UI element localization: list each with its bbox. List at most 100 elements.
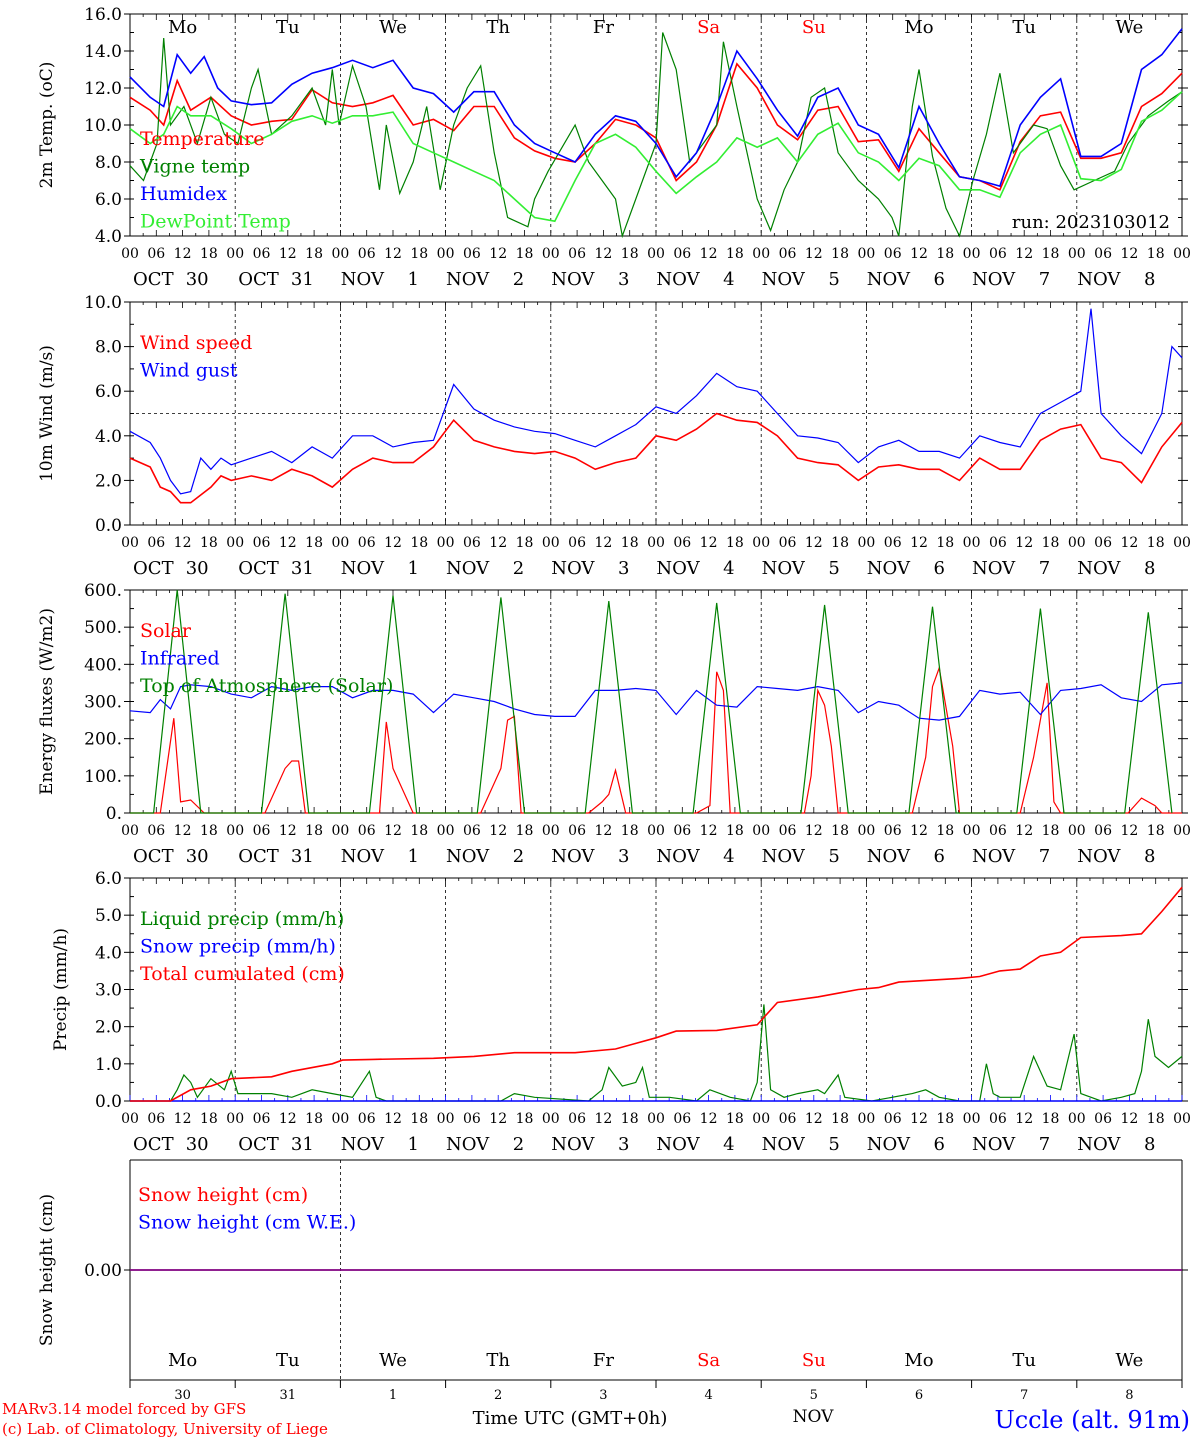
- hour-tick-label: 18: [726, 823, 744, 839]
- hour-tick-label: 00: [963, 1111, 981, 1127]
- hour-tick-label: 12: [279, 246, 297, 262]
- y-tick-label: 4.0: [95, 227, 122, 247]
- hour-tick-label: 18: [1147, 823, 1165, 839]
- hour-tick-label: 00: [226, 1111, 244, 1127]
- series-line: [129, 91, 1183, 223]
- date-day-label: 30: [186, 846, 209, 867]
- hour-tick-label: 00: [647, 1111, 665, 1127]
- hour-tick-label: 12: [384, 1111, 402, 1127]
- weekday-label: Sa: [697, 17, 720, 38]
- date-month-label: NOV: [446, 269, 490, 290]
- hour-tick-label: 18: [831, 535, 849, 551]
- weekday-label: Tu: [276, 17, 300, 38]
- date-day-label: 1: [408, 1134, 419, 1155]
- hour-tick-label: 06: [147, 823, 165, 839]
- hour-tick-label: 00: [1173, 535, 1191, 551]
- date-month-label: NOV: [341, 269, 385, 290]
- hour-tick-label: 06: [358, 823, 376, 839]
- hour-tick-label: 18: [516, 246, 534, 262]
- date-day-label: 6: [934, 269, 945, 290]
- date-month-label: OCT: [133, 846, 174, 867]
- bottom-day-number: 30: [174, 1388, 191, 1403]
- y-tick-label: 8.0: [95, 153, 122, 173]
- bottom-day-number: 2: [494, 1388, 502, 1403]
- bottom-day-number: 31: [280, 1388, 297, 1403]
- weekday-label: Fr: [593, 17, 614, 38]
- date-day-label: 8: [1144, 558, 1155, 579]
- hour-tick-label: 12: [1015, 535, 1033, 551]
- y-tick-label: 5.0: [95, 906, 122, 926]
- date-month-label: NOV: [341, 846, 385, 867]
- hour-tick-label: 12: [384, 535, 402, 551]
- date-day-label: 8: [1144, 1134, 1155, 1155]
- hour-tick-label: 18: [726, 535, 744, 551]
- weekday-label: Tu: [1012, 1350, 1036, 1371]
- hour-tick-label: 18: [410, 246, 428, 262]
- hour-tick-label: 06: [779, 246, 797, 262]
- hour-tick-label: 12: [805, 823, 823, 839]
- hour-tick-label: 18: [516, 535, 534, 551]
- panel-3: 0. 100. 200. 300. 400. 500. 600. Energy fluxes …: [37, 581, 1191, 867]
- date-day-label: 7: [1039, 558, 1050, 579]
- weekday-label: Mo: [168, 17, 197, 38]
- date-day-label: 3: [618, 1134, 629, 1155]
- hour-tick-label: 12: [279, 823, 297, 839]
- y-tick-label: 0.: [106, 804, 122, 824]
- y-tick-label: 2.0: [95, 1018, 122, 1038]
- hour-tick-label: 12: [805, 246, 823, 262]
- date-day-label: 30: [186, 269, 209, 290]
- date-month-label: NOV: [762, 1134, 806, 1155]
- y-tick-label: 500.: [84, 618, 122, 638]
- hour-tick-label: 06: [884, 1111, 902, 1127]
- hour-tick-label: 18: [410, 823, 428, 839]
- series-line: [129, 28, 1183, 188]
- date-month-label: NOV: [867, 1134, 911, 1155]
- hour-tick-label: 12: [174, 535, 192, 551]
- hour-tick-label: 00: [121, 535, 139, 551]
- hour-tick-label: 18: [200, 535, 218, 551]
- y-tick-label: 1.0: [95, 1055, 122, 1075]
- y-tick-label: 4.0: [95, 427, 122, 447]
- hour-tick-label: 18: [410, 535, 428, 551]
- hour-tick-label: 06: [673, 1111, 691, 1127]
- hour-tick-label: 12: [910, 246, 928, 262]
- hour-tick-label: 18: [1147, 1111, 1165, 1127]
- y-tick-label: 4.0: [95, 943, 122, 963]
- hour-tick-label: 18: [410, 1111, 428, 1127]
- hour-tick-label: 12: [1120, 535, 1138, 551]
- date-day-label: 3: [618, 846, 629, 867]
- hour-tick-label: 06: [1094, 246, 1112, 262]
- hour-tick-label: 00: [963, 823, 981, 839]
- hour-tick-label: 06: [673, 823, 691, 839]
- y-tick-label: 6.0: [95, 382, 122, 402]
- hour-tick-label: 12: [700, 1111, 718, 1127]
- bottom-day-number: 4: [704, 1388, 712, 1403]
- y-axis-title: Energy fluxes (W/m2): [37, 608, 57, 795]
- hour-tick-label: 18: [726, 1111, 744, 1127]
- y-tick-label: 100.: [84, 767, 122, 787]
- date-month-label: NOV: [762, 846, 806, 867]
- hour-tick-label: 06: [253, 535, 271, 551]
- hour-tick-label: 12: [1120, 823, 1138, 839]
- y-axis-title: Snow height (cm): [37, 1194, 57, 1346]
- hour-tick-label: 00: [1173, 823, 1191, 839]
- date-day-label: 2: [513, 558, 524, 579]
- y-tick-label: 14.0: [84, 42, 122, 62]
- series-line: [129, 32, 1183, 239]
- hour-tick-label: 12: [279, 1111, 297, 1127]
- series-line: [130, 589, 1173, 814]
- y-tick-label: 300.: [84, 693, 122, 713]
- date-month-label: NOV: [867, 558, 911, 579]
- hour-tick-label: 00: [331, 823, 349, 839]
- bottom-axis: 30 31 1 2 3 4 5 6 7 8: [129, 1380, 1183, 1403]
- hour-tick-label: 12: [489, 823, 507, 839]
- hour-tick-label: 12: [910, 1111, 928, 1127]
- date-day-label: 5: [828, 269, 839, 290]
- hour-tick-label: 12: [805, 535, 823, 551]
- weekday-label: We: [379, 17, 407, 38]
- legend-entry: Humidex: [140, 183, 227, 205]
- date-month-label: OCT: [133, 269, 174, 290]
- legend-entry: Solar: [140, 620, 192, 642]
- weekday-label: Mo: [168, 1350, 197, 1371]
- weekday-label: Su: [802, 1350, 826, 1371]
